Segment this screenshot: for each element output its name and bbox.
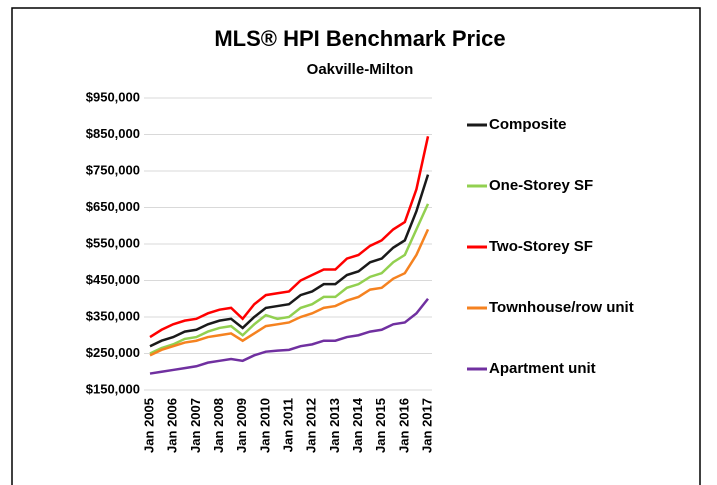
series-line (149, 203, 430, 355)
y-tick-label: $850,000 (86, 126, 140, 141)
legend-label: Townhouse/row unit (489, 299, 634, 316)
chart-subtitle: Oakville-Milton (307, 61, 414, 78)
x-tick-label: Jan 2012 (304, 398, 319, 453)
legend-label: One-Storey SF (489, 177, 593, 194)
x-tick-label: Jan 2014 (350, 397, 365, 453)
legend-label: Composite (489, 116, 567, 133)
y-tick-label: $250,000 (86, 345, 140, 360)
x-tick-label: Jan 2007 (188, 398, 203, 453)
y-tick-label: $650,000 (86, 199, 140, 214)
x-tick-label: Jan 2008 (211, 398, 226, 453)
x-tick-label: Jan 2013 (327, 398, 342, 453)
frame (11, 7, 701, 485)
legend-label: Two-Storey SF (489, 238, 593, 255)
series-line (149, 136, 430, 339)
x-tick-label: Jan 2017 (419, 398, 434, 453)
legend-label: Apartment unit (489, 360, 596, 377)
y-tick-label: $550,000 (86, 235, 140, 250)
series-line (149, 228, 430, 357)
series-line (149, 174, 430, 348)
y-tick-label: $450,000 (86, 272, 140, 287)
y-tick-label: $350,000 (86, 308, 140, 323)
x-tick-label: Jan 2011 (280, 398, 295, 452)
x-tick-label: Jan 2006 (165, 398, 180, 453)
y-tick-label: $750,000 (86, 162, 140, 177)
x-tick-label: Jan 2016 (396, 398, 411, 453)
chart-title: MLS® HPI Benchmark Price (214, 26, 505, 51)
x-tick-label: Jan 2010 (257, 398, 272, 453)
y-tick-label: $150,000 (86, 381, 140, 396)
x-tick-label: Jan 2009 (234, 398, 249, 453)
x-tick-label: Jan 2015 (373, 398, 388, 453)
x-tick-label: Jan 2005 (141, 398, 156, 453)
y-tick-label: $950,000 (86, 89, 140, 104)
series-line (149, 297, 429, 375)
